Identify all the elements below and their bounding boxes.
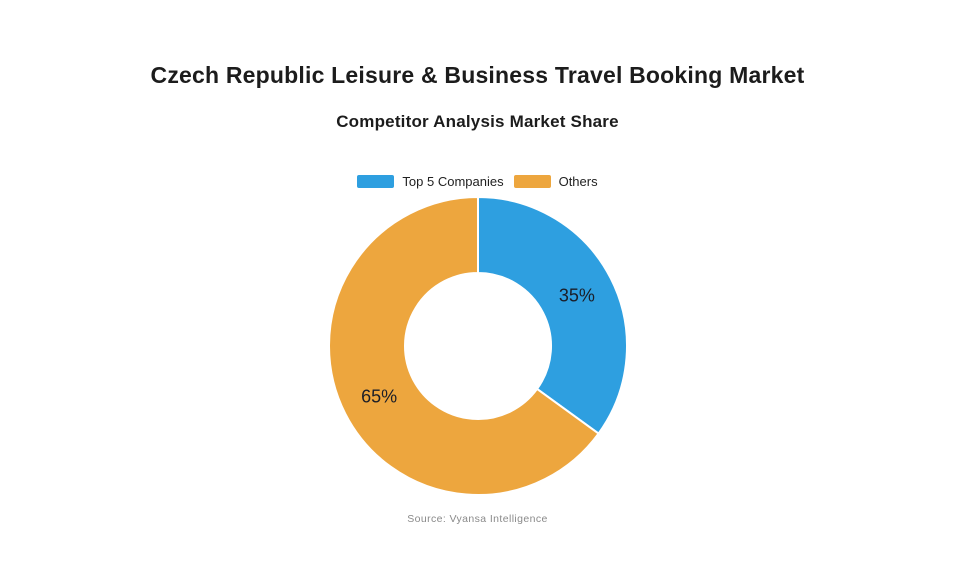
legend-swatch-icon bbox=[357, 175, 395, 188]
source-note: Source: Vyansa Intelligence bbox=[407, 513, 548, 525]
donut-slice-top-5-companies[interactable] bbox=[477, 196, 628, 435]
donut-chart-area: 35% 65% bbox=[318, 186, 638, 506]
legend-item-top-5-companies[interactable]: Top 5 Companies bbox=[357, 174, 504, 189]
chart-subtitle: Competitor Analysis Market Share bbox=[336, 112, 619, 131]
chart-legend: Top 5 Companies Others bbox=[0, 174, 955, 189]
slice-label-others: 65% bbox=[361, 386, 397, 406]
slice-label-top-5-companies: 35% bbox=[559, 286, 595, 306]
legend-item-others[interactable]: Others bbox=[513, 174, 598, 189]
legend-label: Others bbox=[558, 174, 598, 189]
legend-label: Top 5 Companies bbox=[402, 174, 504, 189]
chart-title: Czech Republic Leisure & Business Travel… bbox=[150, 62, 805, 88]
legend-swatch-icon bbox=[513, 175, 551, 188]
donut-slice-others[interactable] bbox=[327, 196, 600, 496]
donut-chart: 35% 65% bbox=[327, 196, 628, 496]
